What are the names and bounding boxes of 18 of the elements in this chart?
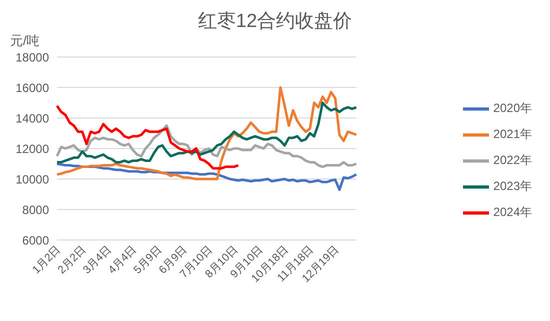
chart-title: 红枣12合约收盘价 [196, 10, 354, 34]
y-tick-label: 16000 [16, 80, 50, 95]
legend-label: 2020年 [493, 100, 532, 115]
y-tick-label: 18000 [16, 50, 50, 64]
line-series [56, 124, 358, 168]
y-tick-label: 10000 [16, 172, 50, 186]
y-tick-label: 14000 [16, 111, 50, 126]
y-tick-label: 6000 [22, 233, 50, 248]
legend-label: 2023年 [493, 178, 532, 193]
y-axis-title: 元/吨 [10, 32, 40, 50]
line-series [56, 86, 358, 180]
line-series [56, 102, 358, 164]
legend-label: 2021年 [493, 126, 532, 141]
y-tick-label: 8000 [22, 202, 50, 217]
legend-label: 2024年 [493, 204, 532, 219]
y-tick-label: 12000 [16, 142, 50, 156]
line-series [56, 104, 240, 170]
legend-label: 2022年 [493, 152, 532, 167]
